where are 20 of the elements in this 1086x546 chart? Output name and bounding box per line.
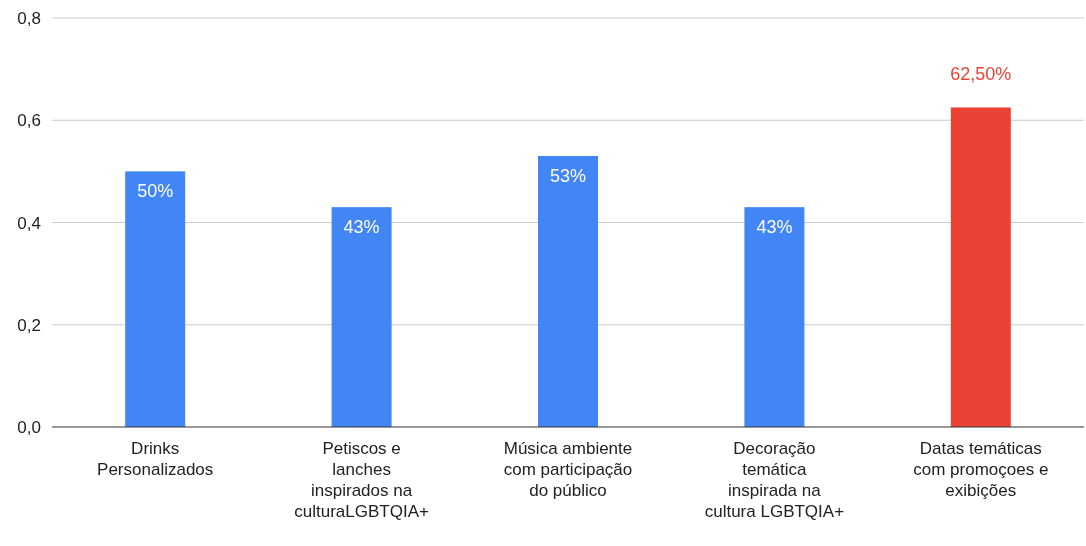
data-label: 43% bbox=[343, 217, 380, 238]
x-tick-label: Música ambiente com participação do público bbox=[503, 439, 633, 500]
x-tick-label: Drinks Personalizados bbox=[97, 439, 214, 479]
bar bbox=[744, 207, 805, 427]
x-tick-label: Decoração temática inspirada na cultura LGBTQIA+ bbox=[704, 439, 845, 521]
y-tick-label: 0,4 bbox=[17, 213, 41, 233]
y-tick-label: 0,0 bbox=[17, 418, 41, 437]
x-tick-label: Datas temáticas com promoçoes e exibições bbox=[913, 439, 1049, 500]
bar bbox=[125, 171, 186, 427]
y-tick-label: 0,8 bbox=[17, 9, 41, 28]
data-label: 43% bbox=[756, 217, 793, 238]
bar bbox=[331, 207, 392, 427]
y-tick-label: 0,6 bbox=[17, 111, 41, 131]
x-tick-label: Petiscos e lanches inspirados na culturaLGBTQIA+ bbox=[294, 439, 429, 521]
data-label: 53% bbox=[549, 166, 587, 187]
bar bbox=[538, 156, 598, 427]
data-label: 62,50% bbox=[950, 64, 1012, 85]
data-label: 50% bbox=[137, 181, 174, 202]
y-tick-label: 0,2 bbox=[17, 315, 41, 335]
bar bbox=[950, 107, 1011, 427]
